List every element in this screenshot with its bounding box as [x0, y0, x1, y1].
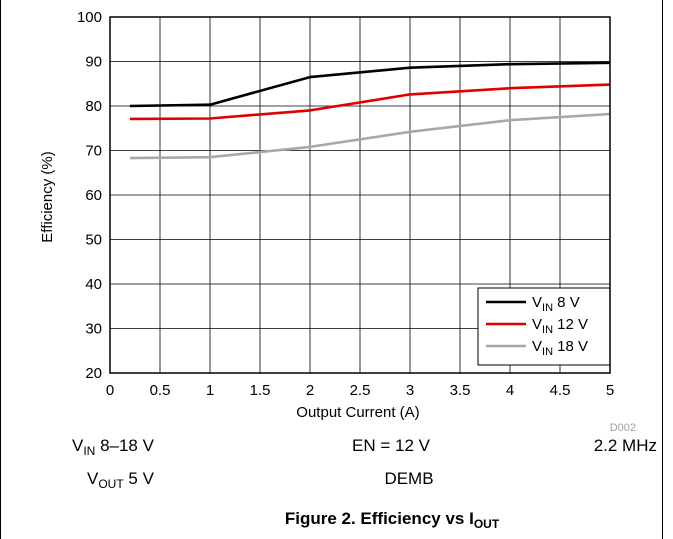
legend-label: VIN 8 V: [532, 294, 580, 314]
frame-left-border: [0, 0, 1, 539]
y-tick-label: 90: [85, 54, 102, 71]
x-tick-label: 0.5: [150, 382, 171, 399]
condition-en: EN = 12 V: [352, 436, 431, 455]
x-tick-label: 4: [506, 382, 514, 399]
condition-frequency: 2.2 MHz: [594, 436, 657, 455]
y-tick-label: 100: [77, 9, 102, 26]
plot-area-border: [109, 16, 611, 374]
y-tick-label: 70: [85, 143, 102, 160]
x-tick-label: 5: [606, 382, 614, 399]
y-tick-label: 30: [85, 321, 102, 338]
y-tick-label: 20: [85, 365, 102, 382]
x-tick-label: 2: [306, 382, 314, 399]
y-tick-label: 60: [85, 187, 102, 204]
tick-labels: 0 0.5 1 1.5 2 2.5 3 3.5 4 4.5 5 20 30 40 50 60 70 80 90 100: [77, 9, 614, 399]
figure-caption: Figure 2. Efficiency vs IOUT: [285, 509, 500, 531]
x-tick-label: 3: [406, 382, 414, 399]
legend-label: VIN 18 V: [532, 338, 588, 358]
legend-label: VIN 12 V: [532, 316, 588, 336]
series-line-12-v: [129, 83, 611, 121]
series-line-8-v: [129, 61, 611, 108]
x-tick-label: 0: [106, 382, 114, 399]
condition-mode: DEMB: [384, 469, 433, 488]
y-tick-label: 40: [85, 276, 102, 293]
x-tick-label: 1: [206, 382, 214, 399]
y-axis-label: Efficiency (%): [39, 151, 56, 242]
series-line-18-v: [129, 112, 611, 160]
condition-vout: VOUT 5 V: [87, 469, 155, 491]
y-tick-label: 80: [85, 98, 102, 115]
x-axis-label: Output Current (A): [296, 404, 419, 421]
y-tick-label: 50: [85, 232, 102, 249]
x-tick-label: 2.5: [350, 382, 371, 399]
source-id: D002: [610, 422, 636, 434]
condition-vin: VIN 8–18 V: [72, 436, 155, 458]
x-tick-label: 3.5: [450, 382, 471, 399]
x-tick-label: 1.5: [250, 382, 271, 399]
frame-right-border: [662, 0, 663, 539]
x-tick-label: 4.5: [550, 382, 571, 399]
series-lines: [129, 61, 611, 160]
